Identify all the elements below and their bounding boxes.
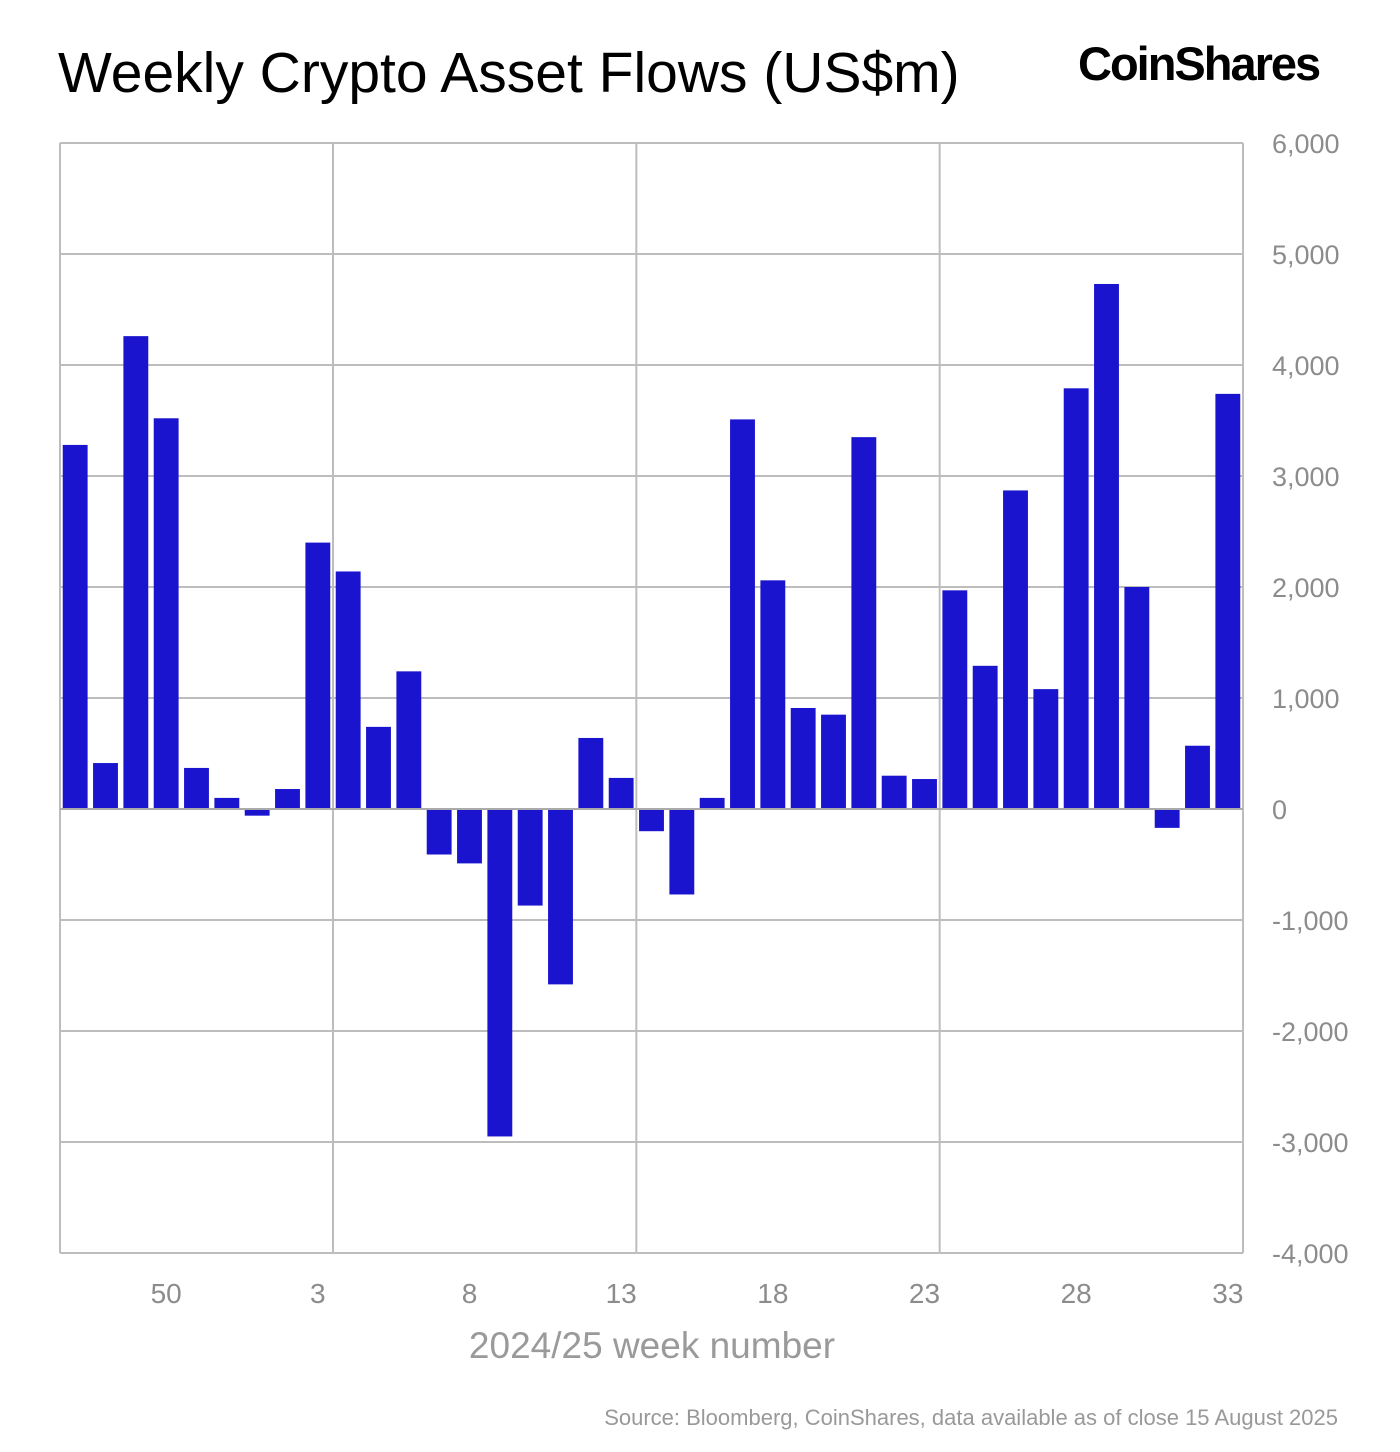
chart-title: Weekly Crypto Asset Flows (US$m) <box>58 41 960 105</box>
bar-week-33 <box>1215 393 1241 809</box>
x-tick-label: 23 <box>909 1278 940 1309</box>
bar-week-20 <box>821 714 846 809</box>
y-tick-label: 5,000 <box>1272 240 1340 270</box>
bar-week-23 <box>912 779 937 809</box>
bar-week-27 <box>1033 689 1059 809</box>
x-tick-label: 50 <box>151 1278 182 1309</box>
bar-week-17 <box>730 419 755 809</box>
bar-week-30 <box>1124 587 1150 809</box>
bar-week-18 <box>760 580 786 809</box>
x-tick-label: 18 <box>757 1278 788 1309</box>
y-tick-label: -3,000 <box>1272 1128 1349 1158</box>
bar-week-3 <box>305 542 331 809</box>
bar-week-10 <box>517 809 543 906</box>
bar-week-15 <box>669 809 695 895</box>
bar-week-11 <box>548 809 573 985</box>
bar-week-25 <box>972 665 998 809</box>
bar-week-7 <box>426 809 452 855</box>
bar-week-13 <box>608 777 634 809</box>
bar-week-47 <box>62 444 88 809</box>
x-tick-label: 33 <box>1212 1278 1243 1309</box>
bar-week-31 <box>1154 809 1180 828</box>
bar-week-28 <box>1063 388 1089 809</box>
bar-week-24 <box>942 590 968 809</box>
bar-week-8 <box>457 809 482 864</box>
bar-week-32 <box>1185 745 1210 809</box>
bar-week-51 <box>184 767 209 809</box>
y-tick-label: 4,000 <box>1272 351 1340 381</box>
y-tick-label: 1,000 <box>1272 684 1340 714</box>
x-tick-label: 13 <box>606 1278 637 1309</box>
y-tick-label: 3,000 <box>1272 462 1340 492</box>
bar-week-26 <box>1003 490 1028 809</box>
bar-week-50 <box>153 418 179 809</box>
y-tick-label: 0 <box>1272 795 1287 825</box>
bar-week-22 <box>881 775 907 809</box>
y-tick-label: 2,000 <box>1272 573 1340 603</box>
bar-week-21 <box>851 437 877 809</box>
bar-week-48 <box>93 763 118 809</box>
bar-week-1 <box>244 809 270 816</box>
bar-week-6 <box>396 671 422 809</box>
bar-week-4 <box>335 571 361 809</box>
y-tick-label: -4,000 <box>1272 1239 1349 1269</box>
bar-week-2 <box>275 789 300 809</box>
bar-week-19 <box>790 707 816 809</box>
bar-week-5 <box>366 726 391 809</box>
bar-week-12 <box>578 737 604 809</box>
y-tick-label: -2,000 <box>1272 1017 1349 1047</box>
bar-week-16 <box>699 797 725 809</box>
bar-week-52 <box>214 797 240 809</box>
bar-week-49 <box>123 336 149 809</box>
x-tick-label: 3 <box>310 1278 326 1309</box>
bar-week-14 <box>639 809 664 832</box>
bar-week-9 <box>487 809 513 1137</box>
x-axis-label: 2024/25 week number <box>469 1325 835 1366</box>
source-note: Source: Bloomberg, CoinShares, data avai… <box>604 1405 1338 1430</box>
x-tick-label: 28 <box>1061 1278 1092 1309</box>
x-tick-label: 8 <box>462 1278 478 1309</box>
y-tick-label: 6,000 <box>1272 129 1340 159</box>
y-tick-label: -1,000 <box>1272 906 1349 936</box>
coinshares-logo: CoinShares <box>1078 37 1321 90</box>
bar-week-29 <box>1094 283 1119 810</box>
